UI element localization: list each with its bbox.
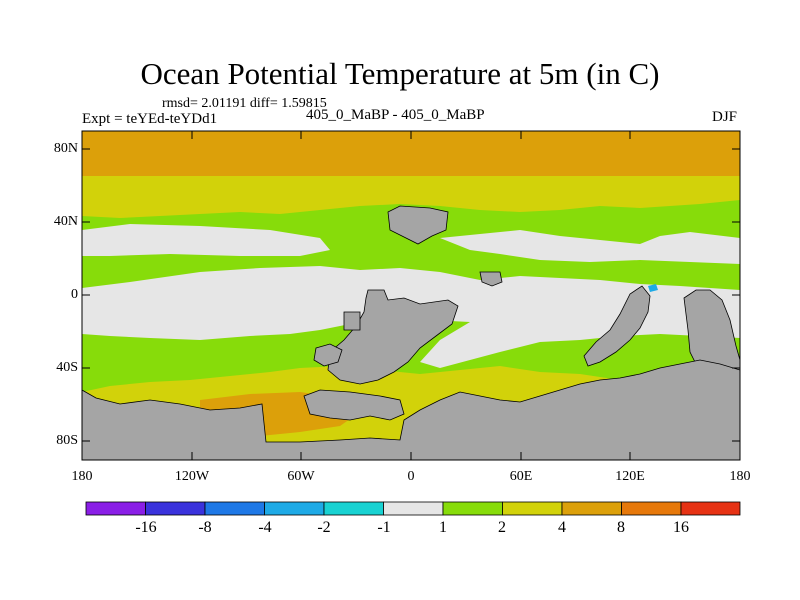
plot-title: Ocean Potential Temperature at 5m (in C) — [140, 56, 660, 91]
colorbar-label-16: 16 — [673, 519, 689, 536]
land-central-continent — [327, 289, 459, 385]
colorbar-label-8: 8 — [617, 519, 625, 536]
land-antarctica — [82, 359, 740, 460]
lon-label-0: 0 — [407, 469, 415, 484]
colorbar-bin-2 — [145, 501, 206, 516]
land-far-east-continent — [683, 289, 740, 381]
land-southern-shelf — [303, 389, 405, 421]
colorbar-bin-4 — [264, 501, 325, 516]
colorbar-bin-10 — [621, 501, 682, 516]
colorbar-bin-1 — [85, 501, 146, 516]
colorbar-bin-6 — [383, 501, 444, 516]
colorbar-label-4: 4 — [558, 519, 566, 536]
land-southwest-block — [313, 343, 343, 367]
lat-label-eq: 0 — [71, 287, 78, 302]
experiment-label: Expt = teYEd-teYDd1 — [82, 111, 218, 127]
case-names: 405_0_MaBP - 405_0_MaBP — [306, 107, 485, 123]
colorbar-bin-11 — [680, 501, 741, 516]
land-west-island — [343, 311, 361, 331]
colorbar-bin-3 — [204, 501, 265, 516]
lon-ticks — [191, 131, 631, 460]
lon-label-60w: 60W — [287, 469, 315, 484]
lat-label-40n: 40N — [53, 214, 78, 229]
rmsd-diff-stats: rmsd= 2.01191 diff= 1.59815 — [162, 96, 327, 111]
colorbar-label-m8: -8 — [198, 519, 212, 536]
season-label: DJF — [712, 109, 738, 125]
subarctic-yellow-band — [82, 176, 740, 218]
lon-label-180e: 180 — [729, 469, 751, 484]
colorbar-label-m4: -4 — [258, 519, 272, 536]
cool-anomaly-spot — [648, 284, 658, 292]
lon-label-120w: 120W — [174, 469, 210, 484]
colorbar-bin-9 — [561, 501, 622, 516]
colorbar — [85, 501, 741, 516]
colorbar-label-m2: -2 — [317, 519, 331, 536]
colorbar-bin-5 — [323, 501, 384, 516]
lat-label-80n: 80N — [53, 141, 78, 156]
lon-label-120e: 120E — [615, 469, 645, 484]
land-north-america-block — [387, 205, 449, 245]
colorbar-label-1: 1 — [439, 519, 447, 536]
lat-label-80s: 80S — [56, 433, 78, 448]
lon-label-180w: 180 — [71, 469, 93, 484]
colorbar-label-2: 2 — [498, 519, 506, 536]
colorbar-label-m1: -1 — [377, 519, 391, 536]
colorbar-bin-8 — [502, 501, 563, 516]
land-east-continent — [583, 285, 651, 367]
n-atlantic-near-zero — [440, 230, 740, 264]
n-pacific-near-zero — [82, 224, 330, 256]
colorbar-label-m16: -16 — [135, 519, 157, 536]
colorbar-bin-7 — [442, 501, 503, 516]
map-field — [82, 131, 740, 460]
lat-label-40s: 40S — [56, 360, 78, 375]
land-small-island — [479, 271, 503, 287]
lon-label-60e: 60E — [509, 469, 533, 484]
lat-ticks — [82, 148, 740, 442]
